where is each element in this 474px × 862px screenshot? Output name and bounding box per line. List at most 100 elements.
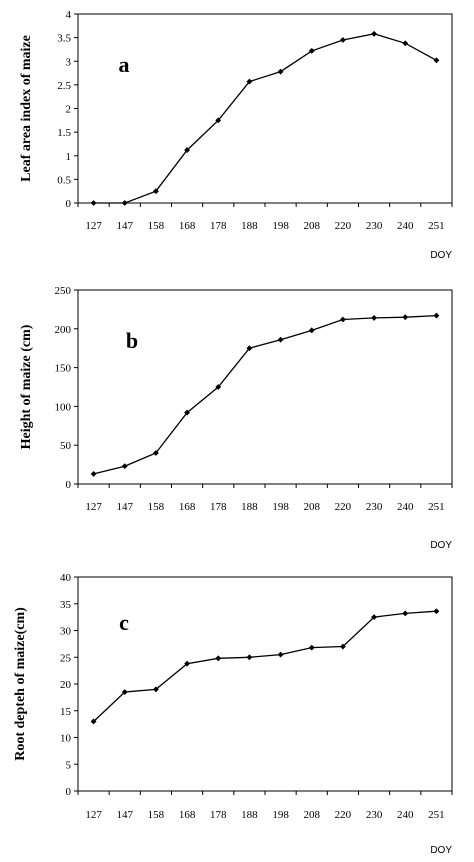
y-tick-label: 0 <box>66 786 72 798</box>
data-point <box>308 47 315 54</box>
x-tick-label: 251 <box>428 809 445 821</box>
x-axis-label: DOY <box>430 250 452 261</box>
x-tick-label: 220 <box>335 220 352 232</box>
x-tick-label: 178 <box>210 501 227 513</box>
x-tick-label: 198 <box>272 809 289 821</box>
y-tick-label: 30 <box>60 626 72 638</box>
x-tick-label: 240 <box>397 809 414 821</box>
y-tick-label: 1 <box>66 151 72 163</box>
data-point <box>371 614 378 621</box>
x-tick-label: 188 <box>241 220 258 232</box>
series-line <box>93 33 437 204</box>
y-tick-label: 1.5 <box>57 127 71 139</box>
x-tick-label: 230 <box>366 501 383 513</box>
data-point <box>215 384 222 390</box>
x-tick-label: 147 <box>117 220 134 232</box>
y-tick-label: 40 <box>60 572 72 584</box>
x-tick-label: 127 <box>85 809 102 821</box>
data-point <box>215 117 222 124</box>
y-axis-label: Root depteh of maize(cm) <box>13 607 28 761</box>
y-tick-label: 100 <box>55 401 72 413</box>
x-tick-label: 168 <box>179 501 196 513</box>
x-tick-label: 198 <box>272 501 289 513</box>
data-point <box>121 200 128 206</box>
y-tick-label: 2.5 <box>57 80 71 92</box>
y-tick-label: 4 <box>66 9 72 21</box>
x-tick-label: 208 <box>304 809 321 821</box>
data-point <box>184 660 191 667</box>
data-point <box>402 40 409 47</box>
chart-panel-c: 0 5 10 15 20 25 30 35 40 127 147 158 168 178 188 198 208… <box>13 572 453 856</box>
plot-frame <box>77 13 453 204</box>
x-tick-label: 168 <box>179 220 196 232</box>
data-point <box>402 314 409 321</box>
x-tick-label: 198 <box>272 220 289 232</box>
data-point <box>339 316 346 323</box>
data-point <box>184 409 191 416</box>
series-line <box>93 314 437 475</box>
data-point <box>246 345 253 352</box>
x-tick-label: 220 <box>335 809 352 821</box>
y-tick-label: 15 <box>60 706 72 718</box>
y-tick-label: 3.5 <box>57 33 71 45</box>
data-point <box>90 718 97 725</box>
x-tick-label: 178 <box>210 809 227 821</box>
y-tick-label: 10 <box>60 733 72 745</box>
x-tick-label: 158 <box>148 809 165 821</box>
data-point <box>433 608 440 615</box>
x-tick-label: 127 <box>85 501 102 513</box>
y-tick-label: 200 <box>55 324 72 336</box>
x-tick-label: 127 <box>85 220 102 232</box>
data-point <box>90 200 97 206</box>
y-tick-label: 50 <box>60 440 72 452</box>
y-axis-label: Leaf area index of maize <box>19 35 34 182</box>
panel-label: a <box>119 52 130 77</box>
x-tick-label: 240 <box>397 220 414 232</box>
data-point <box>121 463 128 470</box>
data-point <box>371 315 378 321</box>
x-tick-label: 178 <box>210 220 227 232</box>
x-tick-label: 147 <box>117 501 134 513</box>
x-tick-label: 251 <box>428 220 445 232</box>
data-point <box>339 37 346 43</box>
data-point <box>308 327 315 334</box>
data-point <box>90 470 97 477</box>
x-tick-label: 158 <box>148 220 165 232</box>
x-tick-label: 188 <box>241 501 258 513</box>
data-point <box>277 336 284 343</box>
y-tick-label: 3 <box>66 56 72 68</box>
x-tick-label: 147 <box>117 809 134 821</box>
data-point <box>184 147 191 154</box>
data-point <box>246 654 253 661</box>
y-tick-label: 0 <box>66 479 72 491</box>
data-point <box>277 651 284 658</box>
y-tick-label: 2 <box>66 104 72 116</box>
data-point <box>433 57 440 64</box>
data-point <box>215 655 222 662</box>
y-tick-label: 250 <box>55 285 72 297</box>
x-tick-label: 230 <box>366 220 383 232</box>
plot-frame <box>77 289 453 485</box>
chart-panel-b: 0 50 100 150 200 250 127 147 158 168 178 188 198 208 2… <box>19 285 453 551</box>
data-point <box>371 30 378 37</box>
data-point <box>121 689 128 695</box>
data-point <box>277 68 284 75</box>
y-axis-label: Height of maize (cm) <box>19 324 34 449</box>
series-line <box>93 610 437 722</box>
x-tick-label: 220 <box>335 501 352 513</box>
y-tick-label: 5 <box>66 759 72 771</box>
y-tick-label: 20 <box>60 679 72 691</box>
x-tick-label: 168 <box>179 809 196 821</box>
data-point <box>433 312 440 319</box>
data-point <box>308 644 315 651</box>
x-tick-label: 188 <box>241 809 258 821</box>
x-tick-label: 208 <box>304 220 321 232</box>
data-point <box>339 643 346 650</box>
y-tick-label: 0.5 <box>57 174 71 186</box>
plot-frame <box>77 576 453 792</box>
panel-label: c <box>119 610 129 635</box>
x-tick-label: 208 <box>304 501 321 513</box>
y-tick-label: 150 <box>55 363 72 375</box>
y-tick-label: 0 <box>66 198 72 210</box>
